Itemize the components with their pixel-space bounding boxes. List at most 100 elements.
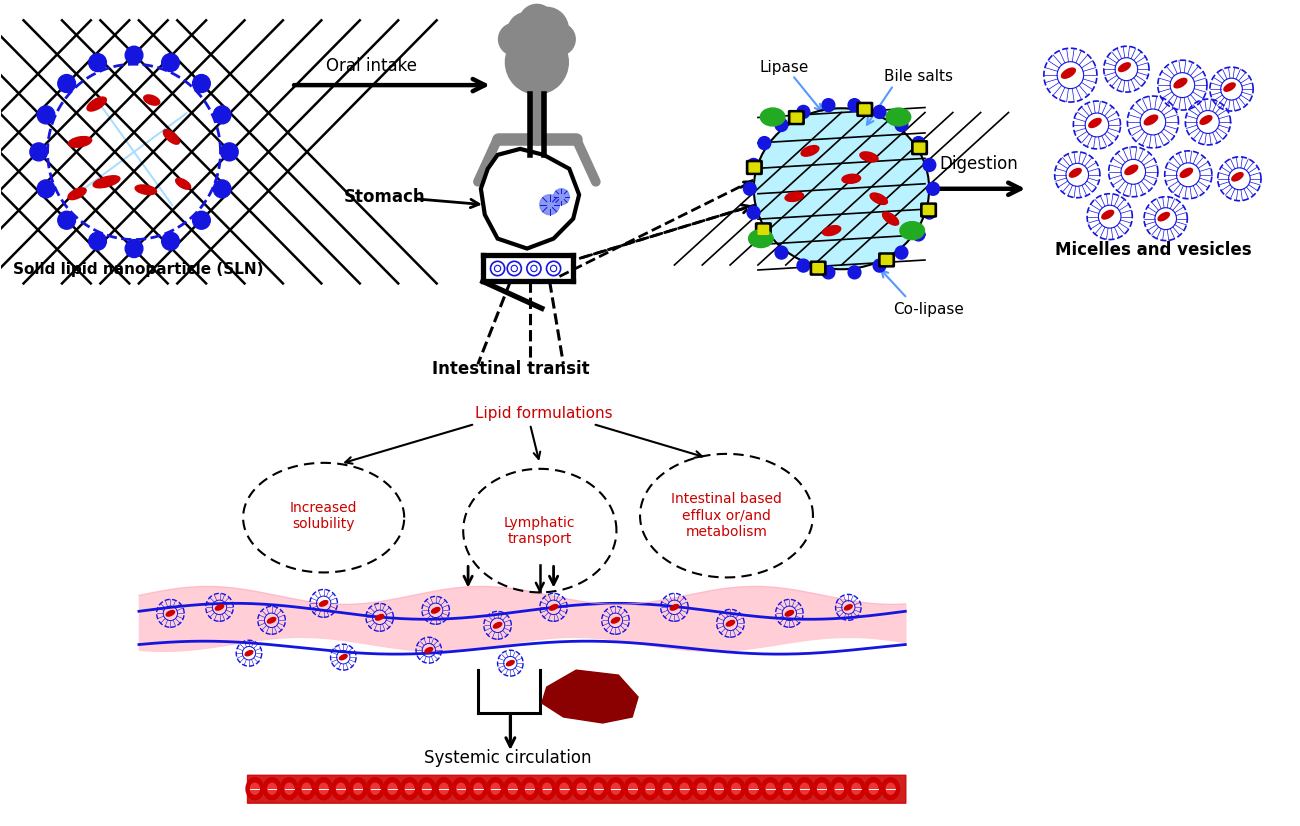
Ellipse shape bbox=[607, 778, 624, 800]
Ellipse shape bbox=[422, 783, 432, 795]
Ellipse shape bbox=[486, 778, 504, 800]
Text: Co-lipase: Co-lipase bbox=[893, 302, 965, 317]
Ellipse shape bbox=[801, 783, 809, 795]
Ellipse shape bbox=[783, 783, 792, 795]
Text: Oral intake: Oral intake bbox=[325, 57, 416, 75]
Ellipse shape bbox=[658, 778, 676, 800]
FancyBboxPatch shape bbox=[914, 143, 924, 152]
Ellipse shape bbox=[868, 783, 878, 795]
Circle shape bbox=[519, 4, 555, 40]
Ellipse shape bbox=[268, 618, 276, 623]
Ellipse shape bbox=[848, 778, 864, 800]
Ellipse shape bbox=[417, 778, 436, 800]
Circle shape bbox=[88, 54, 107, 72]
Text: Micelles and vesicles: Micelles and vesicles bbox=[1054, 240, 1252, 259]
Circle shape bbox=[30, 143, 48, 161]
Ellipse shape bbox=[859, 152, 878, 162]
Ellipse shape bbox=[1144, 115, 1157, 125]
FancyBboxPatch shape bbox=[758, 225, 768, 235]
FancyBboxPatch shape bbox=[746, 160, 762, 174]
Ellipse shape bbox=[251, 783, 259, 795]
Circle shape bbox=[913, 228, 924, 241]
Text: Intestinal based
efflux or/and
metabolism: Intestinal based efflux or/and metabolis… bbox=[671, 492, 781, 539]
Text: Lipase: Lipase bbox=[760, 60, 810, 75]
Ellipse shape bbox=[1232, 173, 1243, 181]
Circle shape bbox=[744, 183, 757, 195]
Circle shape bbox=[848, 266, 861, 279]
Ellipse shape bbox=[494, 623, 502, 628]
Circle shape bbox=[758, 228, 771, 241]
Ellipse shape bbox=[766, 783, 775, 795]
Ellipse shape bbox=[354, 783, 363, 795]
Ellipse shape bbox=[754, 108, 930, 269]
Ellipse shape bbox=[845, 605, 853, 610]
Circle shape bbox=[822, 266, 835, 279]
Ellipse shape bbox=[1124, 165, 1138, 174]
Circle shape bbox=[747, 206, 760, 219]
Ellipse shape bbox=[538, 778, 556, 800]
Circle shape bbox=[923, 159, 936, 172]
Text: Bile salts: Bile salts bbox=[884, 69, 953, 84]
Ellipse shape bbox=[887, 783, 894, 795]
Circle shape bbox=[896, 118, 907, 131]
Circle shape bbox=[213, 106, 231, 124]
Ellipse shape bbox=[801, 145, 819, 156]
Ellipse shape bbox=[432, 608, 439, 613]
Ellipse shape bbox=[1118, 63, 1130, 72]
Ellipse shape bbox=[749, 230, 774, 248]
Ellipse shape bbox=[400, 778, 419, 800]
Ellipse shape bbox=[572, 778, 590, 800]
Ellipse shape bbox=[135, 185, 156, 195]
Circle shape bbox=[161, 54, 179, 72]
Ellipse shape bbox=[246, 651, 252, 656]
Circle shape bbox=[507, 12, 547, 52]
Ellipse shape bbox=[1089, 118, 1101, 127]
Ellipse shape bbox=[246, 778, 264, 800]
Ellipse shape bbox=[504, 778, 521, 800]
Ellipse shape bbox=[525, 783, 534, 795]
Ellipse shape bbox=[864, 778, 883, 800]
FancyBboxPatch shape bbox=[810, 261, 826, 275]
Ellipse shape bbox=[883, 212, 898, 225]
FancyBboxPatch shape bbox=[789, 111, 805, 125]
FancyBboxPatch shape bbox=[881, 255, 892, 264]
Circle shape bbox=[161, 232, 179, 250]
Circle shape bbox=[525, 7, 568, 51]
Text: Increased
solubility: Increased solubility bbox=[290, 501, 358, 531]
FancyBboxPatch shape bbox=[859, 105, 870, 114]
Ellipse shape bbox=[69, 136, 91, 147]
Ellipse shape bbox=[680, 783, 689, 795]
Ellipse shape bbox=[749, 783, 758, 795]
Circle shape bbox=[540, 195, 559, 215]
Text: Digestion: Digestion bbox=[940, 154, 1018, 173]
Circle shape bbox=[758, 136, 771, 150]
Ellipse shape bbox=[732, 783, 741, 795]
Ellipse shape bbox=[337, 783, 346, 795]
Ellipse shape bbox=[611, 618, 620, 623]
Ellipse shape bbox=[94, 176, 120, 188]
Circle shape bbox=[213, 180, 231, 198]
Ellipse shape bbox=[521, 778, 538, 800]
Circle shape bbox=[896, 246, 907, 259]
Ellipse shape bbox=[263, 778, 281, 800]
Circle shape bbox=[927, 183, 940, 195]
Ellipse shape bbox=[760, 108, 785, 126]
Ellipse shape bbox=[624, 778, 642, 800]
Ellipse shape bbox=[594, 783, 603, 795]
Ellipse shape bbox=[285, 783, 294, 795]
Ellipse shape bbox=[302, 783, 311, 795]
Ellipse shape bbox=[144, 95, 160, 105]
Circle shape bbox=[543, 23, 575, 55]
Circle shape bbox=[125, 240, 143, 258]
Circle shape bbox=[874, 106, 885, 118]
Ellipse shape bbox=[542, 783, 551, 795]
Ellipse shape bbox=[164, 130, 179, 145]
Ellipse shape bbox=[436, 778, 452, 800]
Ellipse shape bbox=[727, 620, 734, 626]
Circle shape bbox=[874, 259, 885, 272]
Ellipse shape bbox=[339, 654, 347, 660]
Circle shape bbox=[38, 106, 55, 124]
Circle shape bbox=[797, 106, 810, 118]
Ellipse shape bbox=[1180, 169, 1192, 178]
Ellipse shape bbox=[425, 648, 433, 653]
